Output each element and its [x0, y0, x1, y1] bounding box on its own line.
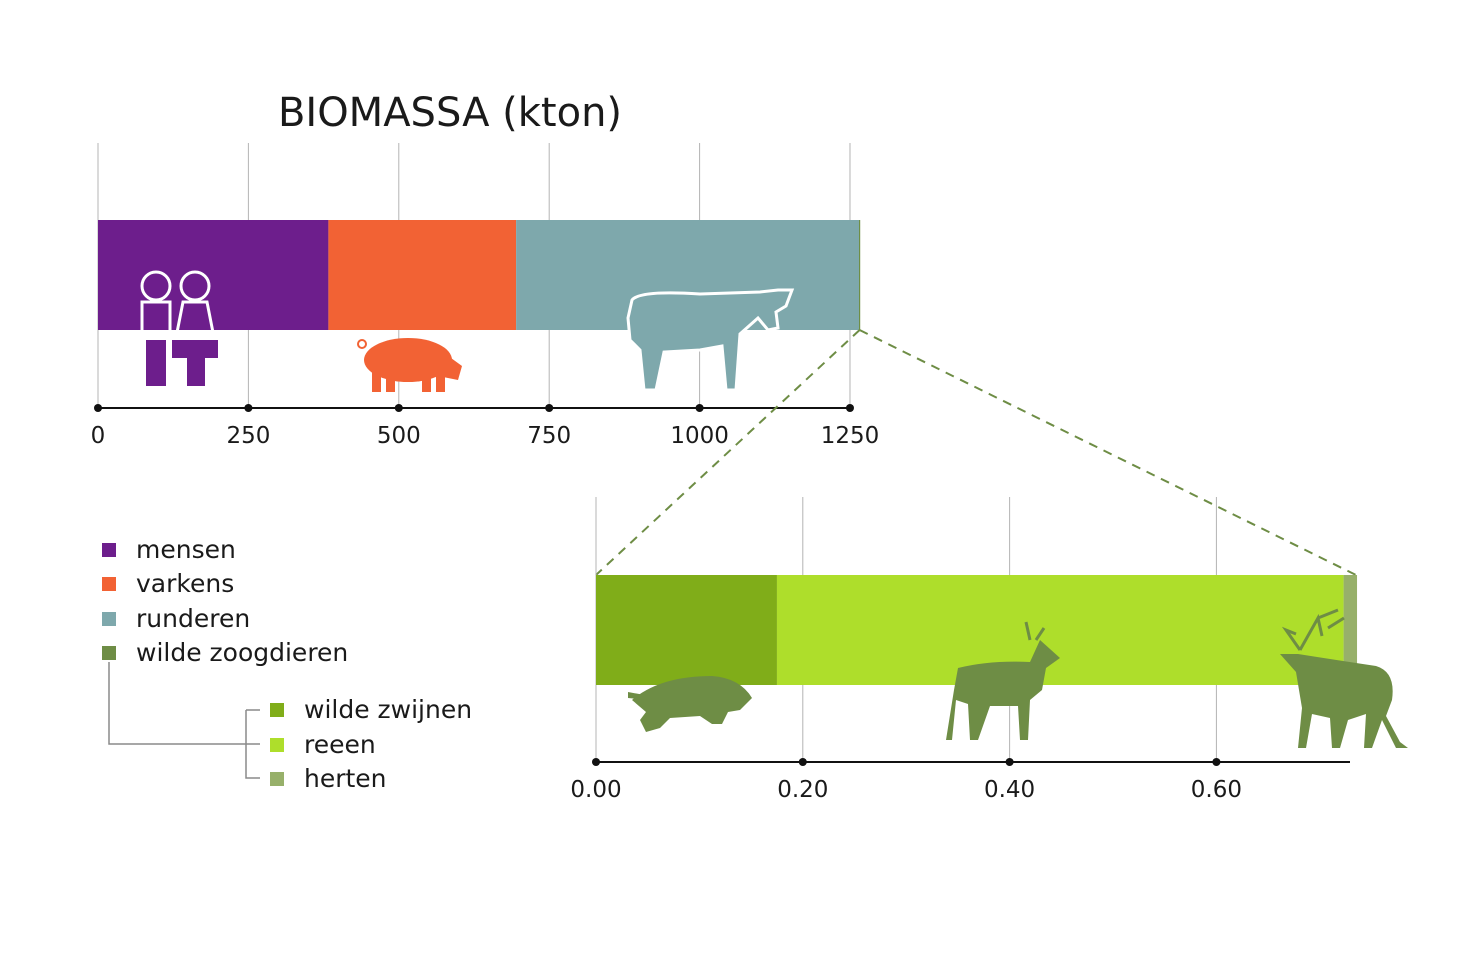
roe-deer-icon: [946, 621, 1060, 740]
detail-chart-axis: 0.00 0.20 0.40 0.60: [570, 758, 1350, 803]
legend-swatch-varkens: [102, 577, 116, 591]
x-tick-mark: [695, 404, 704, 412]
legend-swatch-wilde-zoogdieren: [102, 646, 116, 660]
x-tick-mark: [94, 404, 102, 412]
x-tick-label: 250: [226, 423, 270, 449]
zoom-line-left: [595, 329, 861, 576]
x-tick-mark: [394, 404, 403, 412]
pig-icon: [357, 338, 462, 392]
legend-swatch-runderen: [102, 612, 116, 626]
x-tick-label: 1000: [670, 423, 729, 449]
bar-segment-wilde-zoogdieren: [859, 220, 861, 330]
legend-label-wilde-zwijnen: wilde zwijnen: [304, 695, 472, 724]
detail-chart-bars: [596, 575, 1358, 685]
main-chart-axis: 0 250 500 750 1000 1250: [91, 404, 880, 449]
x-tick-mark: [244, 404, 253, 412]
legend-label-mensen: mensen: [136, 535, 236, 564]
x-tick-label: 500: [377, 423, 421, 449]
red-deer-icon: [1280, 608, 1408, 748]
x-tick-mark: [845, 404, 854, 412]
people-icon-fill: [146, 340, 218, 386]
boar-icon: [628, 676, 752, 732]
legend-swatch-wilde-zwijnen: [270, 703, 284, 717]
bar-segment-varkens: [328, 220, 517, 330]
x-tick-label: 0.40: [984, 777, 1035, 803]
legend-label-varkens: varkens: [136, 569, 234, 598]
zoom-connector: [595, 329, 1357, 576]
chart-title: BIOMASSA (kton): [278, 90, 622, 136]
bar-segment-wilde-zwijnen: [596, 575, 777, 685]
x-tick-mark: [798, 758, 807, 766]
legend-swatch-mensen: [102, 543, 116, 557]
legend-label-wilde-zoogdieren: wilde zoogdieren: [136, 638, 348, 667]
x-tick-mark: [592, 758, 600, 766]
legend-label-reeen: reeen: [304, 730, 376, 759]
x-tick-label: 750: [527, 423, 571, 449]
x-tick-mark: [545, 404, 554, 412]
legend-label-runderen: runderen: [136, 604, 250, 633]
zoom-line-right: [859, 329, 1357, 576]
x-tick-label: 0: [91, 423, 106, 449]
cow-icon: [626, 288, 795, 392]
legend-label-herten: herten: [304, 764, 387, 793]
legend-swatch-herten: [270, 772, 284, 786]
bar-segment-mensen: [98, 220, 329, 330]
x-tick-label: 1250: [821, 423, 880, 449]
legend-swatch-reeen: [270, 738, 284, 752]
legend-bracket: [108, 662, 260, 779]
x-tick-label: 0.20: [777, 777, 828, 803]
x-tick-label: 0.60: [1191, 777, 1242, 803]
bar-segment-herten: [1343, 575, 1358, 685]
bar-segment-reeen: [776, 575, 1344, 685]
x-tick-mark: [1212, 758, 1221, 766]
legend: mensen varkens runderen wilde zoogdieren…: [102, 535, 472, 793]
x-tick-mark: [1005, 758, 1014, 766]
x-tick-label: 0.00: [570, 777, 621, 803]
